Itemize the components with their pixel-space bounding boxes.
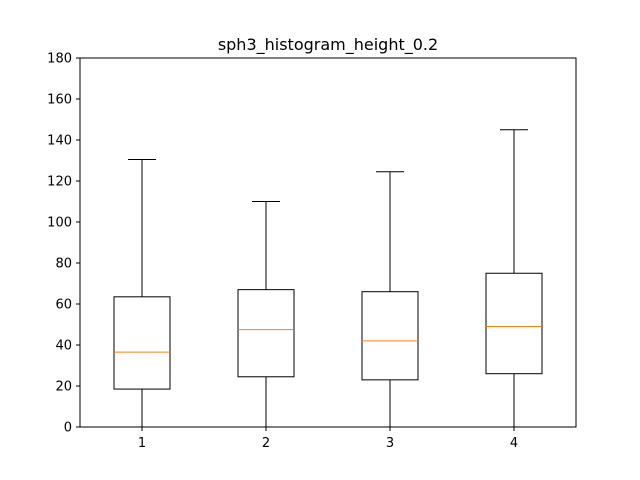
x-tick-label: 1 [138, 436, 146, 451]
y-tick-label: 140 [47, 134, 72, 149]
x-tick-label: 4 [510, 436, 518, 451]
x-tick-label: 2 [262, 436, 270, 451]
y-tick-label: 80 [55, 257, 72, 272]
y-tick-label: 40 [55, 339, 72, 354]
plot-area: 0 20 40 60 80 100 120 140 160 180 1 2 3 4 [47, 52, 543, 451]
y-tick-label: 60 [55, 298, 72, 313]
box [485, 272, 543, 375]
box [361, 291, 419, 381]
y-tick-label: 180 [47, 52, 72, 67]
y-tick-label: 20 [55, 380, 72, 395]
y-tick-label: 120 [47, 175, 72, 190]
box [113, 296, 171, 390]
box [237, 289, 295, 378]
y-tick-label: 0 [64, 421, 72, 436]
chart-title: sph3_histogram_height_0.2 [218, 35, 438, 55]
y-tick-label: 160 [47, 93, 72, 108]
axes-frame [79, 57, 577, 428]
y-tick-label: 100 [47, 216, 72, 231]
x-tick-label: 3 [386, 436, 394, 451]
